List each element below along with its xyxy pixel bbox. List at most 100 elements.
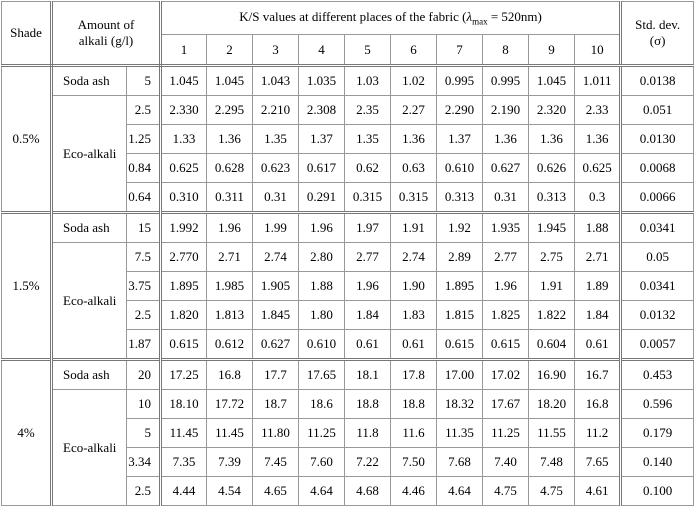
value-cell: 0.313 xyxy=(528,182,576,213)
value-cell: 11.6 xyxy=(390,418,438,448)
value-cell: 11.45 xyxy=(160,418,208,448)
value-cell: 2.77 xyxy=(344,242,392,272)
value-cell: 1.820 xyxy=(160,300,208,330)
value-cell: 7.40 xyxy=(482,447,530,477)
value-cell: 0.623 xyxy=(252,153,300,183)
alkali-cell: Eco-alkali xyxy=(51,242,127,360)
amount-cell: 0.64 xyxy=(125,182,163,213)
value-cell: 1.80 xyxy=(298,300,346,330)
value-cell: 4.64 xyxy=(436,476,484,506)
data-row: Eco-alkali 10 18.10 17.72 18.7 18.6 18.8 18.8 18… xyxy=(2,389,694,506)
value-cell: 1.02 xyxy=(390,65,438,96)
value-cell: 0.625 xyxy=(574,153,623,183)
std-cell: 0.0341 xyxy=(620,271,694,301)
value-cell: 11.2 xyxy=(574,418,623,448)
value-cell: 0.31 xyxy=(482,182,530,213)
value-cell: 1.905 xyxy=(252,271,300,301)
value-cell: 4.75 xyxy=(528,476,576,506)
value-cell: 1.895 xyxy=(160,271,208,301)
data-row: 5 11.45 11.45 11.80 11.25 11.8 11.6 11.35 11.25 1… xyxy=(2,418,694,448)
shade-cell: 0.5% xyxy=(1,65,53,213)
shade-cell: 4% xyxy=(1,358,53,506)
value-cell: 1.825 xyxy=(482,300,530,330)
value-cell: 2.308 xyxy=(298,95,346,125)
value-cell: 1.043 xyxy=(252,65,300,96)
value-cell: 1.045 xyxy=(160,65,208,96)
amount-cell: 20 xyxy=(125,358,163,390)
header-line: Std. dev. xyxy=(635,17,681,32)
value-cell: 11.45 xyxy=(206,418,254,448)
value-cell: 11.25 xyxy=(482,418,530,448)
header-text: K/S values at different places of the fa… xyxy=(239,9,467,25)
column-number: 1 xyxy=(160,34,208,67)
column-number-row: 1 2 3 4 5 6 7 8 9 10 xyxy=(2,34,694,67)
amount-cell: 1.25 xyxy=(125,124,163,154)
value-cell: 1.91 xyxy=(390,211,438,243)
value-cell: 1.88 xyxy=(574,211,623,243)
amount-cell: 15 xyxy=(125,211,163,243)
shade-cell: 1.5% xyxy=(1,211,53,360)
value-cell: 11.80 xyxy=(252,418,300,448)
std-cell: 0.453 xyxy=(620,358,694,390)
value-cell: 2.77 xyxy=(482,242,530,272)
value-cell: 1.91 xyxy=(528,271,576,301)
amount-cell: 2.5 xyxy=(125,95,163,125)
value-cell: 7.60 xyxy=(298,447,346,477)
value-cell: 0.995 xyxy=(482,65,530,96)
value-cell: 11.25 xyxy=(298,418,346,448)
column-number: 3 xyxy=(252,34,300,67)
amount-cell: 2.5 xyxy=(125,300,163,330)
value-cell: 2.320 xyxy=(528,95,576,125)
amount-cell: 3.75 xyxy=(125,271,163,301)
value-cell: 1.88 xyxy=(298,271,346,301)
data-row: 0.84 0.625 0.628 0.623 0.617 0.62 0.63 0.610 0.6… xyxy=(2,153,694,183)
value-cell: 17.7 xyxy=(252,358,300,390)
value-cell: 2.74 xyxy=(252,242,300,272)
value-cell: 18.8 xyxy=(344,389,392,419)
std-cell: 0.0066 xyxy=(620,182,694,213)
value-cell: 7.65 xyxy=(574,447,623,477)
value-cell: 18.6 xyxy=(298,389,346,419)
value-cell: 7.68 xyxy=(436,447,484,477)
amount-cell: 5 xyxy=(125,418,163,448)
value-cell: 1.895 xyxy=(436,271,484,301)
value-cell: 1.992 xyxy=(160,211,208,243)
value-cell: 2.190 xyxy=(482,95,530,125)
value-cell: 0.291 xyxy=(298,182,346,213)
value-cell: 17.65 xyxy=(298,358,346,390)
value-cell: 0.62 xyxy=(344,153,392,183)
value-cell: 4.68 xyxy=(344,476,392,506)
value-cell: 2.330 xyxy=(160,95,208,125)
value-cell: 7.35 xyxy=(160,447,208,477)
value-cell: 0.625 xyxy=(160,153,208,183)
value-cell: 0.604 xyxy=(528,329,576,360)
lambda: λ xyxy=(466,9,473,25)
value-cell: 0.615 xyxy=(160,329,208,360)
value-cell: 0.628 xyxy=(206,153,254,183)
value-cell: 2.27 xyxy=(390,95,438,125)
value-cell: 0.995 xyxy=(436,65,484,96)
alkali-cell: Soda ash xyxy=(51,358,127,390)
value-cell: 7.50 xyxy=(390,447,438,477)
value-cell: 2.80 xyxy=(298,242,346,272)
value-cell: 1.84 xyxy=(344,300,392,330)
value-cell: 0.615 xyxy=(436,329,484,360)
std-cell: 0.051 xyxy=(620,95,694,125)
value-cell: 1.815 xyxy=(436,300,484,330)
value-cell: 0.315 xyxy=(344,182,392,213)
alkali-cell: Eco-alkali xyxy=(51,389,127,506)
value-cell: 17.67 xyxy=(482,389,530,419)
column-number: 7 xyxy=(436,34,484,67)
value-cell: 1.84 xyxy=(574,300,623,330)
value-cell: 1.822 xyxy=(528,300,576,330)
value-cell: 18.10 xyxy=(160,389,208,419)
value-cell: 1.03 xyxy=(344,65,392,96)
value-cell: 1.90 xyxy=(390,271,438,301)
std-header: Std. dev. (σ) xyxy=(620,1,694,67)
value-cell: 0.63 xyxy=(390,153,438,183)
value-cell: 1.89 xyxy=(574,271,623,301)
value-cell: 16.8 xyxy=(206,358,254,390)
data-row: 2.5 1.820 1.813 1.845 1.80 1.84 1.83 1.815 1.825… xyxy=(2,300,694,330)
value-cell: 7.48 xyxy=(528,447,576,477)
value-cell: 1.011 xyxy=(574,65,623,96)
